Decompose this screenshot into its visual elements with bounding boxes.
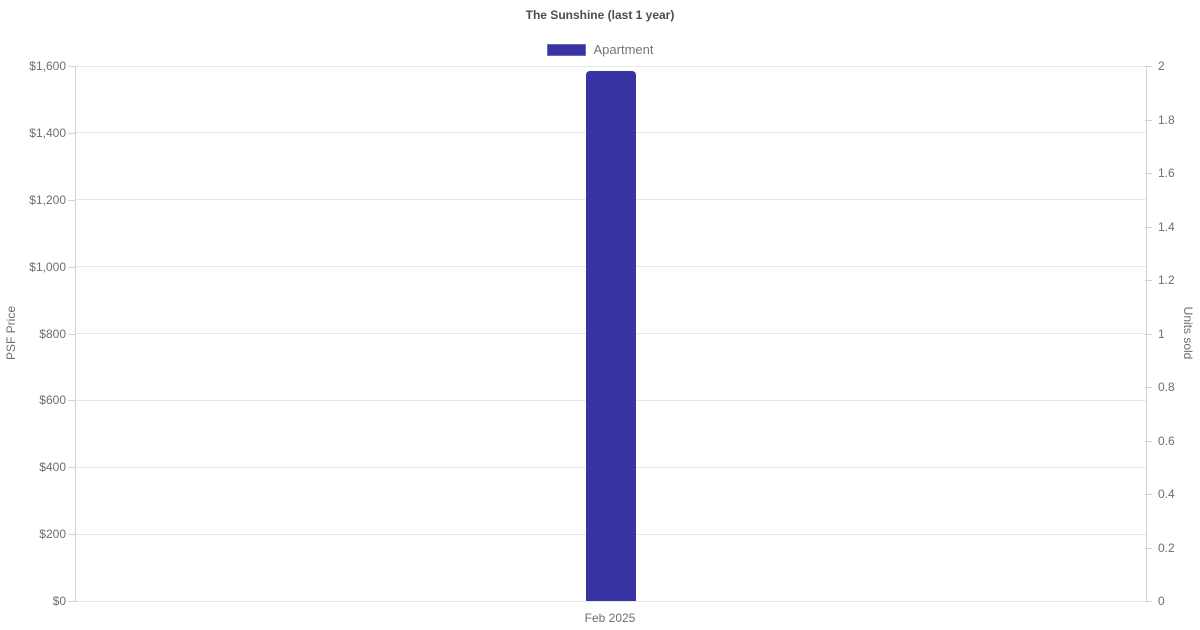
y-axis-left-tick-label: $600 [39,393,66,408]
y-axis-right-tick-mark [1145,547,1152,549]
y-axis-right-tick-mark [1145,280,1152,281]
y-axis-left-tick-label: $400 [39,460,66,475]
legend-item-apartment[interactable]: Apartment [546,42,654,57]
y-axis-right-tick-mark [1145,494,1152,495]
y-axis-left-tick-mark [68,333,75,335]
y-axis-right-tick-mark [1145,601,1152,602]
gridline [76,65,1146,67]
y-axis-right-tick-label: 1.8 [1158,112,1175,127]
y-axis-right-tick-mark [1145,119,1152,121]
y-axis-left-tick-label: $200 [39,527,66,542]
legend-swatch-icon [546,43,586,56]
legend: Apartment [0,42,1200,57]
chart-title: The Sunshine (last 1 year) [525,8,675,22]
y-axis-left-tick-mark [68,132,75,134]
y-axis-right-tick-label: 0.8 [1158,380,1175,394]
y-axis-left-tick-label: $1,200 [29,192,66,207]
y-axis-left-tick-label: $0 [52,594,66,608]
y-axis-left-tick-label: $1,000 [29,259,66,274]
y-axis-left-tick-label: $1,600 [29,59,66,73]
y-axis-right-tick-label: 1 [1158,326,1165,341]
y-axis-right-tick-label: 0.2 [1158,540,1175,555]
plot-area [75,65,1147,602]
y-axis-right-tick-mark [1145,387,1152,388]
y-axis-left-tick-mark [68,601,75,602]
x-axis-tick-feb-2025: Feb 2025 [584,611,636,625]
y-axis-left-tick-mark [68,400,75,402]
y-axis-right-tick-label: 2 [1158,59,1165,73]
y-axis-left-tick-label: $1,400 [29,125,66,140]
y-axis-left-tick-mark [68,534,75,536]
y-axis-right-tick-mark [1145,440,1152,442]
y-axis-left-tick-mark [68,467,75,469]
y-axis-right-tick-label: 0.6 [1158,433,1175,448]
y-axis-right-tick-mark [1145,66,1152,67]
y-axis-left-tick-mark [68,266,75,268]
y-axis-left-tick-label: $800 [39,326,66,341]
y-axis-right-tick-label: 1.6 [1158,166,1175,180]
bar-apartment-feb-2025[interactable] [586,70,636,601]
gridline [76,600,1146,602]
y-axis-left-tick-mark [68,199,75,201]
y-axis-right-tick-label: 0 [1158,594,1165,608]
legend-label: Apartment [593,42,654,57]
y-axis-right-tick-mark [1145,226,1152,228]
y-axis-right-tick-label: 0.4 [1158,487,1175,501]
y-axis-right-tick-mark [1145,173,1152,174]
y-axis-right-tick-mark [1145,333,1152,335]
y-axis-right-tick-label: 1.2 [1158,273,1175,287]
y-axis-right-tick-label: 1.4 [1158,219,1175,234]
y-axis-left-tick-mark [68,66,75,67]
